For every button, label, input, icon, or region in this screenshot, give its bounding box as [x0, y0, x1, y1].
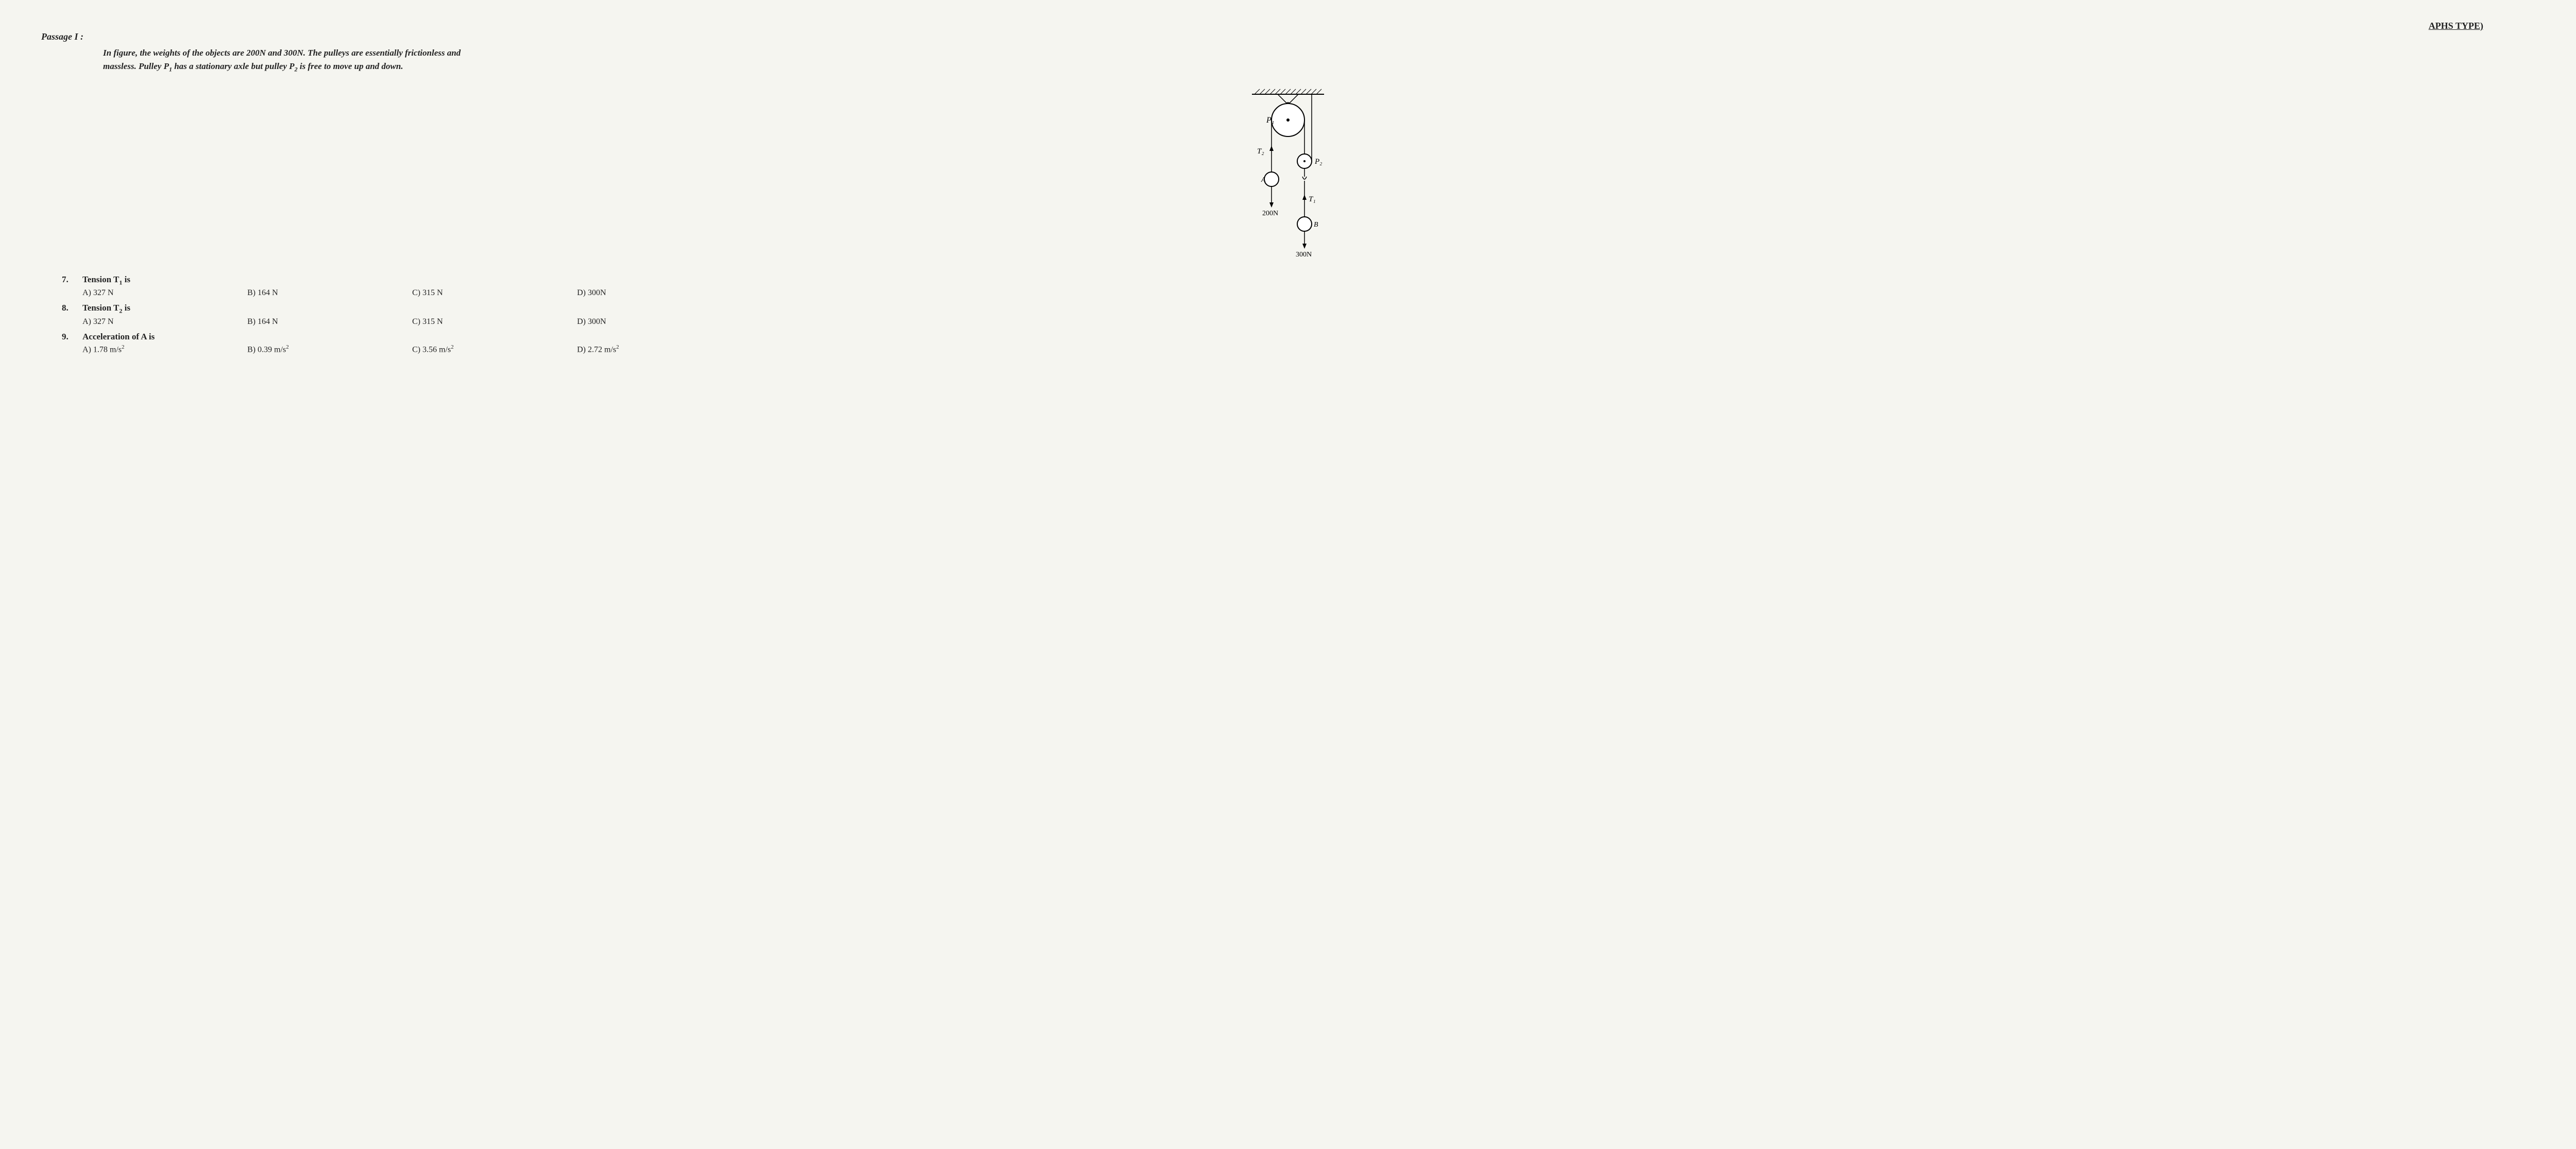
q9-opt-c-sup: 2 — [451, 344, 454, 350]
label-a: A — [1261, 176, 1266, 184]
label-p2: P₂ — [1314, 158, 1322, 166]
q7-options: A) 327 N B) 164 N C) 315 N D) 300N — [82, 288, 2535, 298]
questions-block: 7. Tension T1 is A) 327 N B) 164 N C) 31… — [62, 275, 2535, 354]
passage-line1: In figure, the weights of the objects ar… — [103, 48, 461, 58]
q9-opt-c-pre: C) 3.56 m/s — [412, 345, 451, 354]
q9-options: A) 1.78 m/s2 B) 0.39 m/s2 C) 3.56 m/s2 D… — [82, 344, 2535, 354]
q9-opt-b-pre: B) 0.39 m/s — [247, 345, 286, 354]
q7-text-pre: Tension T — [82, 275, 119, 284]
q9-number: 9. — [62, 332, 82, 342]
label-p1: P₁ — [1266, 116, 1274, 125]
q9-opt-b: B) 0.39 m/s2 — [247, 344, 412, 354]
q9-opt-a-pre: A) 1.78 m/s — [82, 345, 122, 354]
q9-opt-c: C) 3.56 m/s2 — [412, 344, 577, 354]
q7-text: Tension T1 is — [82, 275, 130, 286]
q8-number: 8. — [62, 303, 82, 313]
label-200n: 200N — [1262, 210, 1278, 217]
q8-opt-b: B) 164 N — [247, 317, 412, 327]
q7-text-post: is — [122, 275, 130, 284]
q7-opt-d: D) 300N — [577, 288, 742, 298]
q8-opt-d: D) 300N — [577, 317, 742, 327]
passage-label: Passage I : — [41, 31, 2535, 42]
q9-opt-d-sup: 2 — [616, 344, 619, 350]
label-t2: T₂ — [1257, 147, 1264, 156]
question-9: 9. Acceleration of A is — [62, 332, 2535, 342]
q7-opt-a: A) 327 N — [82, 288, 247, 298]
q7-number: 7. — [62, 275, 82, 285]
q9-opt-b-sup: 2 — [286, 344, 289, 350]
label-t1: T₁ — [1309, 195, 1316, 203]
section-type-header: APHS TYPE) — [41, 21, 2483, 31]
passage-line2-pre: massless. Pulley P — [103, 61, 169, 71]
q8-options: A) 327 N B) 164 N C) 315 N D) 300N — [82, 317, 2535, 327]
q9-opt-d-pre: D) 2.72 m/s — [577, 345, 616, 354]
q8-opt-a: A) 327 N — [82, 317, 247, 327]
q9-opt-d: D) 2.72 m/s2 — [577, 344, 742, 354]
question-8: 8. Tension T2 is — [62, 303, 2535, 315]
question-7: 7. Tension T1 is — [62, 275, 2535, 286]
q8-text-post: is — [122, 303, 130, 313]
q8-opt-c: C) 315 N — [412, 317, 577, 327]
q9-opt-a: A) 1.78 m/s2 — [82, 344, 247, 354]
q8-text: Tension T2 is — [82, 303, 130, 315]
q7-opt-b: B) 164 N — [247, 288, 412, 298]
q8-text-pre: Tension T — [82, 303, 119, 313]
passage-line2-mid: has a stationary axle but pulley P — [172, 61, 295, 71]
q9-text-pre: Acceleration of A is — [82, 332, 155, 341]
pulley-diagram: P₁ T₂ A 200N P₂ T₁ B 300N — [1221, 84, 1355, 259]
label-300n: 300N — [1296, 251, 1312, 259]
label-b: B — [1314, 221, 1318, 229]
q9-text: Acceleration of A is — [82, 332, 155, 342]
q9-opt-a-sup: 2 — [122, 344, 125, 350]
passage-text: In figure, the weights of the objects ar… — [103, 46, 2504, 74]
q7-opt-c: C) 315 N — [412, 288, 577, 298]
passage-line2-post: is free to move up and down. — [298, 61, 403, 71]
